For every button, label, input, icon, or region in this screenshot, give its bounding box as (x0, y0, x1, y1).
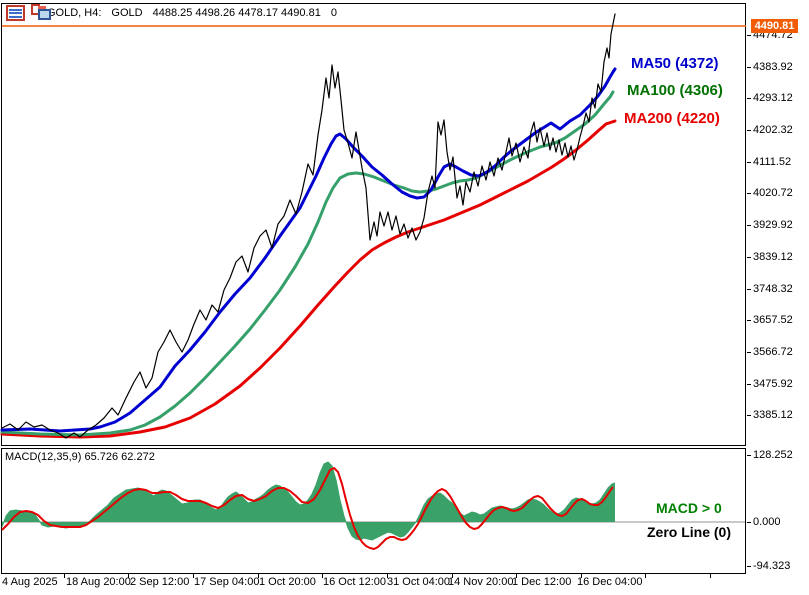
price-scale-tick (747, 289, 751, 290)
price-scale-tick (747, 193, 751, 194)
price-scale-tick (747, 130, 751, 131)
price-scale-tick (747, 67, 751, 68)
time-label: 4 Aug 2025 (2, 576, 58, 588)
current-price-badge: 4490.81 (751, 19, 798, 33)
macd-scale-tick (747, 566, 751, 567)
price-scale-label: 3475.92 (753, 378, 793, 390)
ma50-label: MA50 (4372) (631, 55, 719, 72)
time-label: 16 Dec 04:00 (577, 576, 643, 588)
time-tick (387, 574, 388, 578)
price-scale-label: 3566.72 (753, 346, 793, 358)
chart-list-icon[interactable] (6, 5, 25, 21)
price-scale-label: 4020.72 (753, 187, 793, 199)
price-scale-tick (747, 257, 751, 258)
time-label: 31 Oct 04:00 (387, 576, 450, 588)
time-tick (452, 574, 453, 578)
price-scale-label: 3748.32 (753, 283, 793, 295)
macd-scale-tick (747, 455, 751, 456)
time-label: 2 Sep 12:00 (130, 576, 190, 588)
price-scale-label: 4202.32 (753, 124, 793, 136)
macd-scale-label: 0.000 (753, 516, 781, 528)
time-tick (322, 574, 323, 578)
time-tick (64, 574, 65, 578)
macd-indicator-label: MACD(12,35,9) 65.726 62.272 (5, 451, 155, 463)
time-label: 17 Sep 04:00 (194, 576, 260, 588)
ma200-label: MA200 (4220) (624, 110, 720, 127)
price-scale-label: 3657.52 (753, 314, 793, 326)
ma100-label: MA100 (4306) (627, 82, 723, 99)
tile-windows-icon[interactable] (31, 4, 52, 22)
time-tick (710, 574, 711, 578)
time-label: 18 Aug 20:00 (66, 576, 131, 588)
symbol-label: GOLD (111, 7, 143, 19)
price-scale-label: 3929.92 (753, 219, 793, 231)
time-label: 16 Oct 12:00 (323, 576, 386, 588)
price-scale-tick (747, 98, 751, 99)
macd-scale-label: -94.323 (753, 560, 791, 572)
macd-scale-tick (747, 522, 751, 523)
zero-line-annotation: Zero Line (0) (647, 524, 732, 540)
price-scale-label: 3385.12 (753, 409, 793, 421)
price-scale-tick (747, 320, 751, 321)
quote-bar: GOLD, H4: GOLD 4488.25 4498.26 4478.17 4… (47, 7, 337, 19)
price-scale-tick (747, 162, 751, 163)
symbol-period-label: GOLD, H4: (47, 7, 102, 19)
time-tick (581, 574, 582, 578)
price-scale-label: 3839.12 (753, 251, 793, 263)
volume-value: 0 (330, 7, 337, 19)
price-scale-label: 4383.92 (753, 61, 793, 73)
price-scale-tick (747, 35, 751, 36)
time-label: 1 Oct 20:00 (259, 576, 316, 588)
macd-subwindow[interactable] (1, 448, 746, 574)
ohlc-values: 4488.25 4498.26 4478.17 4490.81 (152, 7, 321, 19)
macd-scale-label: 128.252 (753, 449, 793, 461)
price-scale-label: 4293.12 (753, 92, 793, 104)
time-tick (128, 574, 129, 578)
macd-positive-annotation: MACD > 0 (656, 500, 722, 516)
price-scale-tick (747, 225, 751, 226)
price-scale-tick (747, 384, 751, 385)
time-tick (516, 574, 517, 578)
price-scale-tick (747, 415, 751, 416)
price-scale-label: 4111.52 (753, 156, 792, 168)
price-scale-tick (747, 352, 751, 353)
time-label: 1 Dec 12:00 (512, 576, 572, 588)
time-label: 14 Nov 20:00 (448, 576, 514, 588)
time-tick (258, 574, 259, 578)
time-tick (645, 574, 646, 578)
time-tick (193, 574, 194, 578)
